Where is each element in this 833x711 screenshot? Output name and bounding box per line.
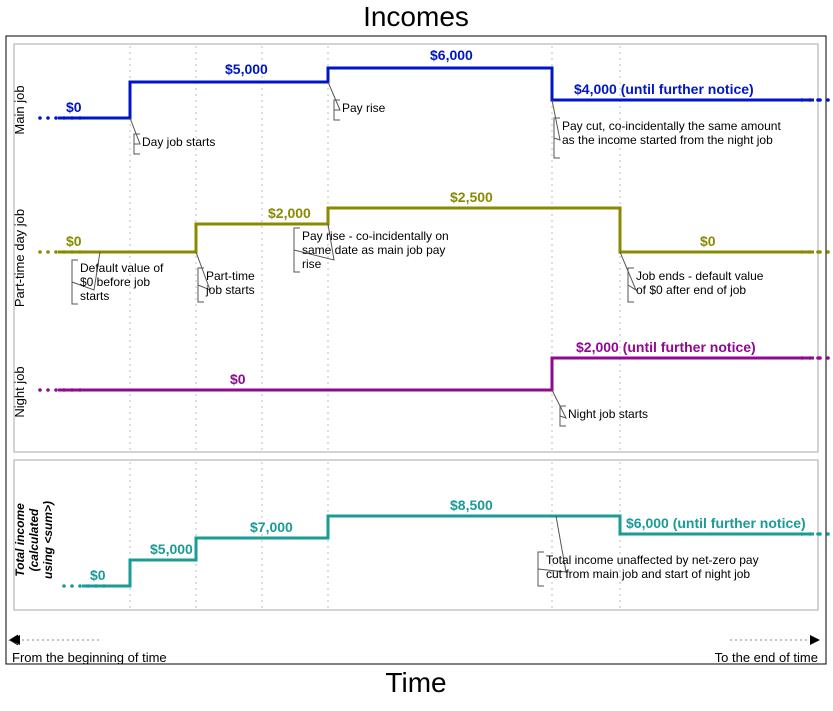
callout-text: same date as main job pay	[302, 243, 445, 257]
callout-text: Part-time	[206, 269, 255, 283]
value-label: $6,000 (until further notice)	[626, 515, 806, 531]
callout-text: Day job starts	[142, 135, 215, 149]
callout-text: job starts	[205, 283, 255, 297]
time-axis-title: Time	[385, 667, 446, 698]
callout-text: $0 before job	[80, 275, 150, 289]
row-label: Night job	[12, 366, 27, 417]
callout-text: Pay rise - co-incidentally on	[302, 229, 449, 243]
value-label: $2,500	[450, 189, 493, 205]
callout-text: Job ends - default value	[636, 269, 764, 283]
value-label: $0	[700, 233, 716, 249]
callout-text: Pay cut, co-incidentally the same amount	[562, 119, 781, 133]
diagram-svg: Incomes Time Main job $0 $5,000 $6,000 $4,000 …	[0, 0, 833, 711]
value-label: $0	[90, 567, 106, 583]
value-label: $8,500	[450, 497, 493, 513]
value-label: $0	[66, 233, 82, 249]
value-label: $6,000	[430, 47, 473, 63]
callout-text: Pay rise	[342, 101, 386, 115]
chart-title: Incomes	[363, 1, 469, 32]
value-label: $0	[230, 371, 246, 387]
callout-text: cut from main job and start of night job	[546, 567, 750, 581]
row-label: Part-time day job	[12, 209, 27, 307]
diagram-frame: Incomes Time Main job $0 $5,000 $6,000 $4,000 …	[0, 0, 833, 711]
callout-text: starts	[80, 289, 109, 303]
callout-text: Night job starts	[568, 407, 648, 421]
callout-text: of $0 after end of job	[636, 283, 746, 297]
value-label: $2,000	[268, 205, 311, 221]
value-label: $7,000	[250, 519, 293, 535]
callout-text: Total income unaffected by net-zero pay	[546, 553, 759, 567]
callout-text: rise	[302, 257, 322, 271]
value-label: $2,000 (until further notice)	[576, 339, 756, 355]
total-label-line: using <sum>)	[41, 501, 55, 579]
total-label-line: (calculated	[27, 508, 41, 571]
value-label: $5,000	[225, 61, 268, 77]
callout-text: Default value of	[80, 261, 164, 275]
callout-text: as the income started from the night job	[562, 133, 773, 147]
row-label: Main job	[12, 85, 27, 134]
value-label: $4,000 (until further notice)	[574, 81, 754, 97]
step-line	[58, 358, 814, 390]
total-label-line: Total income	[13, 503, 27, 577]
timeline-to-label: To the end of time	[715, 650, 818, 665]
value-label: $5,000	[150, 541, 193, 557]
value-label: $0	[66, 99, 82, 115]
timeline-from-label: From the beginning of time	[12, 650, 167, 665]
